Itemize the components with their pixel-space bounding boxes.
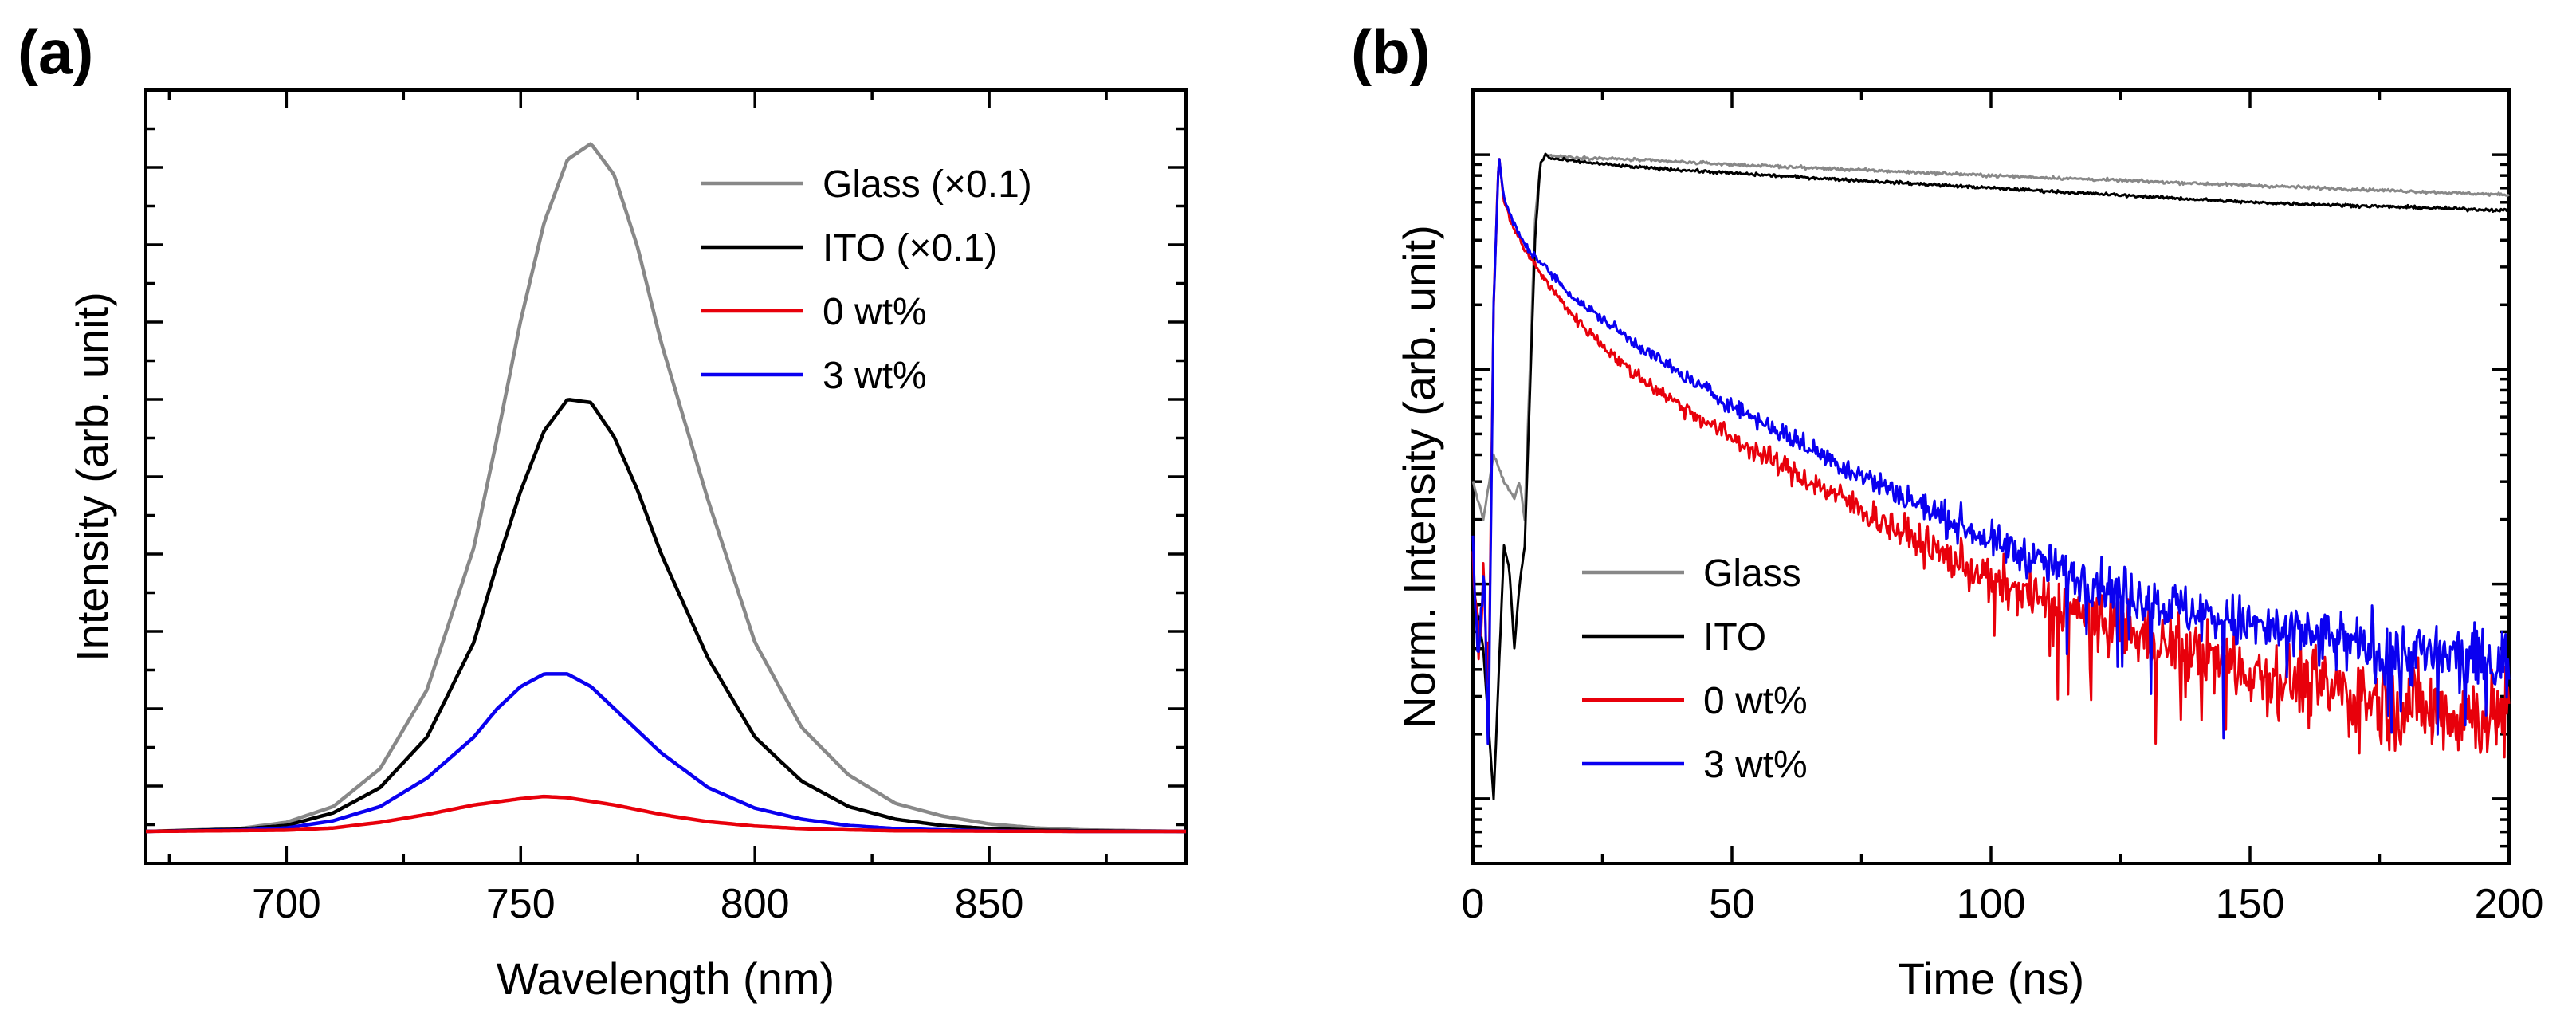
x-tick-label: 200	[2475, 881, 2544, 927]
panel-b-x-axis-title: Time (ns)	[1898, 953, 2084, 1004]
series-line-0-wt	[1471, 158, 2511, 759]
panel-a: (a) 700 750 800 850 Wavelength (nm) Intensi…	[18, 17, 1188, 1004]
legend-entry: ITO (×0.1)	[823, 227, 997, 269]
legend-entry: 3 wt%	[1703, 744, 1808, 786]
x-tick-label: 850	[955, 881, 1024, 927]
legend-entry: Glass (×0.1)	[823, 163, 1032, 206]
legend-entry: 0 wt%	[1703, 680, 1808, 722]
x-tick-label: 150	[2216, 881, 2285, 927]
x-tick-label: 750	[486, 881, 556, 927]
panel-b-y-axis-title: Norm. Intensity (arb. unit)	[1394, 225, 1444, 729]
x-tick-label: 100	[1957, 881, 2026, 927]
legend-entry: 3 wt%	[823, 355, 927, 397]
panel-a-y-ticks	[146, 88, 1186, 865]
x-tick-label: 50	[1709, 881, 1755, 927]
panel-a-legend: Glass (×0.1) ITO (×0.1) 0 wt% 3 wt%	[701, 163, 1032, 397]
series-line-glass-0-1	[145, 142, 1186, 834]
panel-b-legend: Glass ITO 0 wt% 3 wt%	[1582, 552, 1808, 786]
series-line-0-wt	[146, 794, 1186, 834]
panel-b-x-ticks: 0 50 100 150 200	[1462, 90, 2544, 927]
panel-a-series	[145, 142, 1186, 834]
x-tick-label: 700	[252, 881, 321, 927]
panel-b-label: (b)	[1351, 17, 1431, 87]
x-tick-label: 0	[1462, 881, 1485, 927]
legend-entry: ITO	[1703, 616, 1766, 658]
panel-a-y-axis-title: Intensity (arb. unit)	[67, 292, 117, 662]
panel-b-series	[1471, 152, 2511, 800]
panel-b: (b) 0 50 100 150 200 Time (ns) Norm. Intensi…	[1351, 17, 2543, 1004]
x-tick-label: 800	[721, 881, 790, 927]
series-line-glass	[1471, 153, 2510, 521]
panel-a-label: (a)	[18, 17, 93, 87]
panel-a-x-axis-title: Wavelength (nm)	[497, 953, 834, 1004]
panel-a-x-ticks: 700 750 800 850	[167, 90, 1108, 927]
series-line-ito	[1471, 152, 2510, 800]
series-line-ito-0-1	[145, 398, 1186, 834]
panel-a-plot-frame	[144, 88, 1188, 865]
legend-entry: Glass	[1703, 552, 1801, 595]
legend-entry: 0 wt%	[823, 291, 927, 333]
series-line-3-wt	[146, 672, 1186, 834]
series-line-3-wt	[1471, 158, 2511, 745]
